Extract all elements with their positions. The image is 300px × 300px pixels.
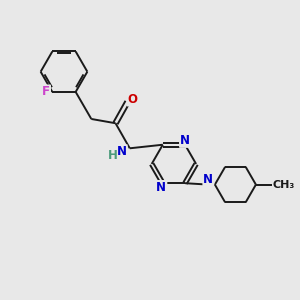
Text: O: O [128,92,138,106]
Text: N: N [180,134,190,147]
Text: F: F [42,85,50,98]
Text: H: H [108,149,118,162]
Text: N: N [156,181,167,194]
Text: N: N [203,173,213,186]
Text: N: N [117,145,127,158]
Text: CH₃: CH₃ [273,180,295,190]
